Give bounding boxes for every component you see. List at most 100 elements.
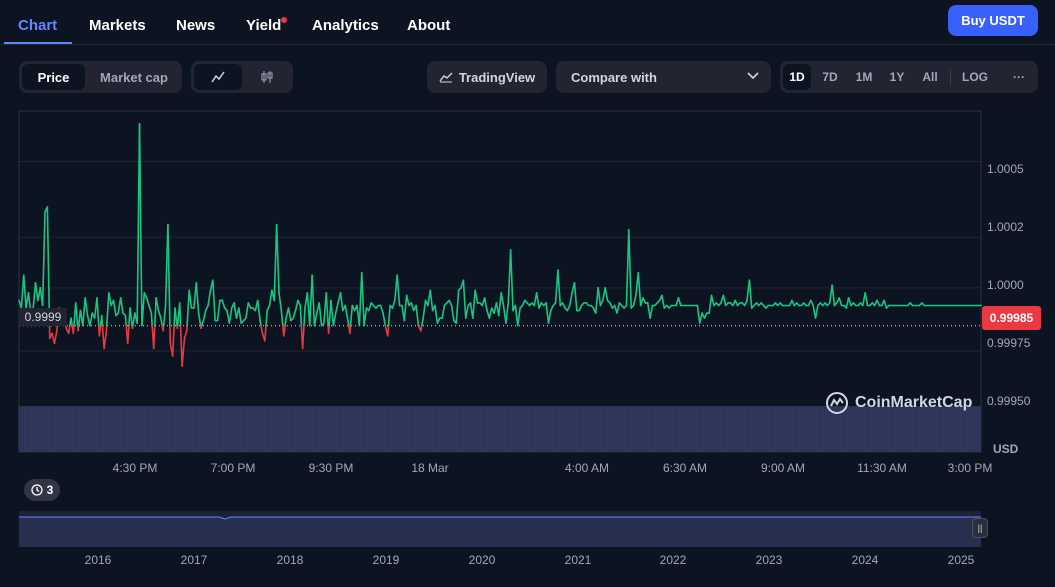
price-segment — [294, 299, 299, 312]
tab-about[interactable]: About — [407, 17, 451, 34]
tab-analytics[interactable]: Analytics — [312, 17, 379, 34]
price-segment — [280, 309, 284, 327]
price-segment — [429, 289, 434, 312]
x-tick-label: 18 Mar — [411, 461, 449, 475]
range-1m[interactable]: 1M — [855, 70, 873, 84]
price-segment — [330, 299, 335, 327]
year-label: 2017 — [180, 553, 208, 567]
price-segment — [698, 312, 703, 324]
candle-chart-button[interactable] — [244, 64, 290, 90]
price-segment — [299, 304, 303, 327]
tab-news[interactable]: News — [176, 17, 216, 34]
price-segment — [155, 297, 160, 312]
price-segment — [594, 287, 599, 314]
time-range-selector: 1D 7D 1M 1Y All LOG ··· — [780, 61, 1038, 93]
price-segment — [207, 289, 212, 307]
price-segment — [260, 324, 264, 335]
price-segment — [483, 297, 488, 312]
history-button[interactable]: 3 — [24, 479, 60, 501]
tab-markets[interactable]: Markets — [89, 17, 146, 34]
price-segment — [265, 309, 268, 327]
price-segment — [318, 302, 323, 327]
x-tick-label: 11:30 AM — [857, 461, 907, 475]
price-segment — [403, 294, 408, 322]
price-segment — [436, 317, 441, 324]
navigator-line — [19, 516, 981, 520]
price-segment — [77, 324, 80, 332]
tradingview-button[interactable]: TradingView — [427, 61, 547, 93]
price-segment — [831, 284, 836, 307]
price-segment — [703, 312, 708, 319]
timeline-navigator[interactable] — [19, 511, 981, 547]
price-segment — [568, 292, 573, 307]
price-segment — [212, 279, 216, 322]
currency-label: USD — [993, 442, 1019, 456]
price-segment — [301, 324, 305, 350]
range-7d[interactable]: 7D — [822, 70, 838, 84]
price-segment — [103, 329, 108, 350]
price-segment — [105, 292, 110, 327]
price-segment — [464, 304, 469, 319]
price-segment — [441, 304, 446, 319]
price-segment — [578, 304, 583, 312]
tab-yield[interactable]: Yield — [246, 17, 282, 34]
year-label: 2021 — [564, 553, 592, 567]
tab-chart[interactable]: Chart — [18, 17, 58, 34]
price-segment — [108, 292, 112, 307]
price-segment — [646, 302, 651, 319]
price-segment — [171, 324, 175, 357]
price-segment — [448, 299, 453, 307]
price-segment — [386, 324, 390, 337]
price-segment — [145, 297, 150, 307]
log-scale-toggle[interactable]: LOG — [962, 70, 988, 84]
price-segment — [599, 299, 604, 307]
coinmarketcap-watermark: CoinMarketCap — [825, 391, 972, 415]
price-segment — [628, 228, 632, 309]
candlestick-icon — [261, 71, 273, 83]
tradingview-label: TradingView — [458, 69, 536, 85]
range-divider — [950, 69, 951, 85]
price-segment — [112, 299, 117, 317]
price-segment — [162, 304, 167, 327]
price-segment — [259, 319, 262, 327]
range-1y[interactable]: 1Y — [889, 70, 905, 84]
compare-with-select[interactable]: Compare with — [556, 61, 771, 93]
price-segment — [810, 299, 814, 307]
volume-area — [19, 406, 981, 452]
range-all[interactable]: All — [922, 70, 938, 84]
price-segment — [387, 304, 391, 327]
price-segment — [422, 299, 427, 319]
y-tick-label: 0.99975 — [987, 336, 1031, 350]
price-segment — [573, 281, 578, 312]
price-segment — [197, 312, 202, 327]
price-toggle[interactable]: Price — [22, 64, 85, 90]
more-options-button[interactable]: ··· — [1013, 70, 1025, 84]
price-segment — [268, 289, 273, 307]
range-1d[interactable]: 1D — [783, 64, 811, 90]
price-segment — [204, 304, 209, 312]
line-chart-button[interactable] — [194, 64, 242, 90]
price-segment — [535, 292, 540, 309]
price-segment — [100, 314, 104, 327]
price-segment — [46, 206, 51, 327]
y-tick-label: 1.0002 — [987, 220, 1024, 234]
price-segment — [303, 307, 306, 327]
chevron-down-icon — [747, 72, 759, 80]
price-segment — [247, 302, 252, 309]
price-segment — [152, 324, 156, 350]
active-tab-indicator — [4, 42, 72, 44]
market-cap-toggle[interactable]: Market cap — [100, 69, 168, 85]
navigator-drag-handle[interactable]: || — [972, 518, 988, 538]
price-segment — [72, 324, 75, 335]
price-segment — [455, 289, 460, 324]
price-segment — [604, 287, 609, 302]
price-segment — [56, 324, 59, 332]
year-label: 2019 — [372, 553, 400, 567]
price-segment — [516, 307, 521, 327]
buy-usdt-button[interactable]: Buy USDT — [948, 5, 1038, 36]
price-segment — [297, 299, 302, 307]
price-segment — [649, 304, 654, 319]
price-segment — [637, 271, 642, 307]
x-tick-label: 4:30 PM — [112, 461, 158, 475]
